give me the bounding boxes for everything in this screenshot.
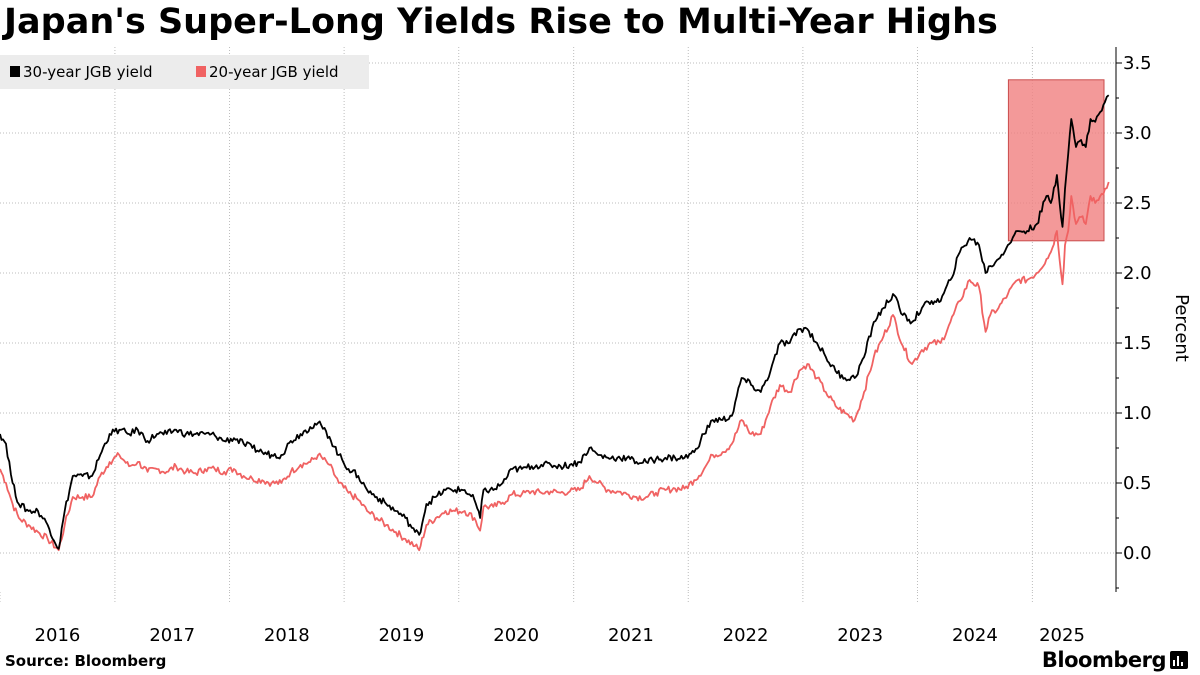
y-tick-label: 2.5 [1123, 193, 1152, 214]
x-tick-label: 2017 [149, 625, 195, 646]
x-tick-label: 2022 [723, 625, 769, 646]
y-axis: 0.0 0.5 1.0 1.5 2.0 2.5 3.0 3.5 [1115, 47, 1152, 592]
legend-background [0, 55, 369, 89]
x-tick-label: 2024 [952, 625, 998, 646]
bloomberg-chart-icon [1170, 651, 1188, 669]
source-note: Source: Bloomberg [5, 652, 167, 670]
x-tick-label: 2021 [608, 625, 654, 646]
y-tick-label: 1.0 [1123, 403, 1152, 424]
legend-swatch [196, 66, 206, 77]
x-tick-label: 2023 [837, 625, 883, 646]
chart-title: Japan's Super-Long Yields Rise to Multi-… [4, 2, 998, 42]
y-tick-label: 2.0 [1123, 263, 1152, 284]
y-tick-label: 3.0 [1123, 123, 1152, 144]
legend-swatch [10, 66, 20, 77]
y-tick-label: 0.0 [1123, 543, 1152, 564]
x-tick-label: 2019 [379, 625, 425, 646]
legend: 30-year JGB yield 20-year JGB yield [0, 55, 369, 89]
bloomberg-logo: Bloomberg [1041, 648, 1167, 672]
series-lines [0, 94, 1110, 552]
x-axis: 2016 2017 2018 2019 2020 2021 2022 2023 2024 2025 [35, 625, 1085, 646]
series-line-20y [0, 181, 1110, 552]
y-tick-label: 1.5 [1123, 333, 1152, 354]
legend-label: 30-year JGB yield [23, 63, 153, 81]
y-tick-label: 0.5 [1123, 473, 1152, 494]
series-line-30y [0, 94, 1110, 550]
x-tick-label: 2016 [35, 625, 81, 646]
y-axis-label: Percent [1171, 294, 1192, 362]
x-tick-label: 2020 [493, 625, 539, 646]
legend-label: 20-year JGB yield [209, 63, 339, 81]
highlight-rect [1007, 79, 1105, 242]
x-tick-label: 2018 [264, 625, 310, 646]
highlight-box [1007, 79, 1105, 242]
y-tick-label: 3.5 [1123, 53, 1152, 74]
x-tick-label: 2025 [1039, 625, 1085, 646]
